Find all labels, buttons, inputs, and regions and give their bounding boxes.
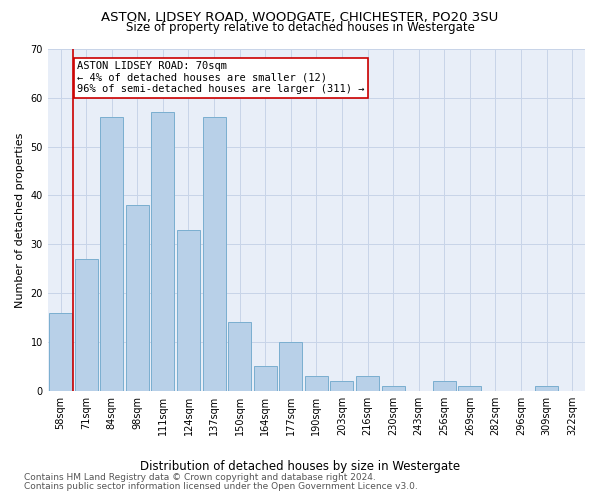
Text: Contains public sector information licensed under the Open Government Licence v3: Contains public sector information licen… bbox=[24, 482, 418, 491]
Bar bbox=[49, 312, 72, 391]
Bar bbox=[280, 342, 302, 391]
Text: Contains HM Land Registry data © Crown copyright and database right 2024.: Contains HM Land Registry data © Crown c… bbox=[24, 474, 376, 482]
Y-axis label: Number of detached properties: Number of detached properties bbox=[15, 132, 25, 308]
Bar bbox=[382, 386, 404, 391]
Bar bbox=[331, 381, 353, 391]
Bar bbox=[458, 386, 481, 391]
Bar bbox=[126, 205, 149, 391]
Text: Distribution of detached houses by size in Westergate: Distribution of detached houses by size … bbox=[140, 460, 460, 473]
Bar bbox=[305, 376, 328, 391]
Bar bbox=[228, 322, 251, 391]
Text: Size of property relative to detached houses in Westergate: Size of property relative to detached ho… bbox=[125, 22, 475, 35]
Bar bbox=[535, 386, 558, 391]
Bar bbox=[203, 118, 226, 391]
Bar bbox=[151, 112, 175, 391]
Bar bbox=[356, 376, 379, 391]
Bar bbox=[433, 381, 456, 391]
Text: ASTON LIDSEY ROAD: 70sqm
← 4% of detached houses are smaller (12)
96% of semi-de: ASTON LIDSEY ROAD: 70sqm ← 4% of detache… bbox=[77, 61, 365, 94]
Bar bbox=[254, 366, 277, 391]
Bar bbox=[100, 118, 123, 391]
Bar bbox=[177, 230, 200, 391]
Bar bbox=[74, 259, 98, 391]
Text: ASTON, LIDSEY ROAD, WOODGATE, CHICHESTER, PO20 3SU: ASTON, LIDSEY ROAD, WOODGATE, CHICHESTER… bbox=[101, 11, 499, 24]
